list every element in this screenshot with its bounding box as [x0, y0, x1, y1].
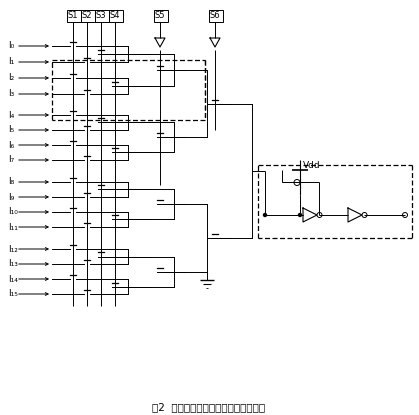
Text: I₁₄: I₁₄: [8, 274, 18, 283]
Text: S4: S4: [110, 12, 120, 20]
Circle shape: [298, 213, 302, 217]
Text: S5: S5: [155, 12, 165, 20]
Text: I₁₃: I₁₃: [8, 259, 18, 269]
Text: S2: S2: [82, 12, 92, 20]
Text: I₈: I₈: [8, 178, 14, 186]
Text: I₇: I₇: [8, 156, 14, 164]
Bar: [209, 10, 223, 22]
Text: I₃: I₃: [8, 90, 14, 98]
Bar: [81, 10, 95, 22]
Text: Vdd: Vdd: [303, 161, 321, 169]
Bar: [109, 10, 123, 22]
Text: I₅: I₅: [8, 125, 14, 134]
Text: I₁₀: I₁₀: [8, 208, 18, 217]
Text: 图2  多路选择器的晶休管级电路结构图: 图2 多路选择器的晶休管级电路结构图: [153, 402, 266, 412]
Text: I₁₁: I₁₁: [8, 222, 18, 232]
Bar: [95, 10, 109, 22]
Bar: [154, 10, 168, 22]
Text: I₂: I₂: [8, 73, 14, 83]
Text: S1: S1: [68, 12, 78, 20]
Circle shape: [317, 212, 322, 217]
Text: I₉: I₉: [8, 193, 14, 202]
Circle shape: [294, 180, 300, 186]
Circle shape: [264, 213, 266, 217]
Text: S3: S3: [96, 12, 106, 20]
Text: I₆: I₆: [8, 141, 14, 149]
Text: I₁₅: I₁₅: [8, 290, 18, 298]
Text: I₄: I₄: [8, 110, 14, 120]
Circle shape: [403, 212, 408, 217]
Bar: [67, 10, 81, 22]
Text: S6: S6: [210, 12, 220, 20]
Circle shape: [362, 212, 367, 217]
Text: I₀: I₀: [8, 42, 14, 51]
Text: I₁₂: I₁₂: [8, 244, 18, 254]
Text: I₁: I₁: [8, 58, 14, 66]
